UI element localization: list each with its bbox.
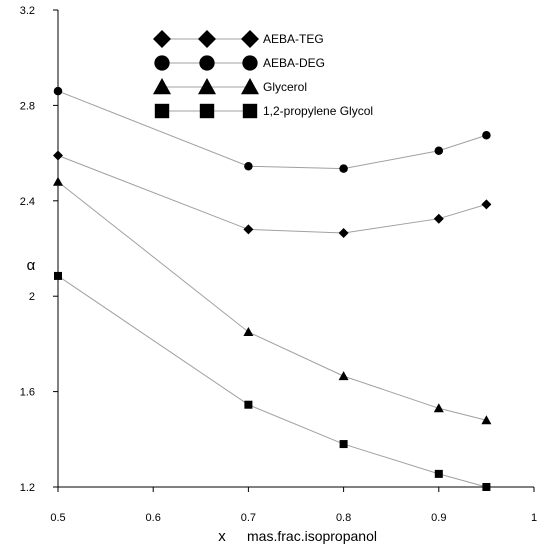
y-tick-label: 1.6 <box>20 387 35 399</box>
data-point-square <box>434 469 443 478</box>
y-tick-label: 2.4 <box>20 196 35 208</box>
data-point-diamond <box>53 150 63 161</box>
y-tick-label: 2 <box>29 291 35 303</box>
y-tick-label: 3.2 <box>20 5 35 17</box>
series-line-square <box>57 275 487 488</box>
data-point-diamond <box>481 199 492 210</box>
series-lines <box>57 90 487 488</box>
data-point-diamond <box>338 227 349 238</box>
data-point-triangle <box>433 403 444 413</box>
y-tick-label: 2.8 <box>20 100 35 112</box>
x-tick-label: 0.7 <box>241 512 256 524</box>
data-point-triangle <box>481 415 492 425</box>
data-point-circle <box>434 146 444 155</box>
series-markers <box>53 86 492 491</box>
y-axis-title: α <box>27 257 36 274</box>
legend: AEBA-TEG AEBA-DEG Glycerol 1,2-propylene Gl… <box>153 30 373 119</box>
data-point-circle <box>53 86 63 96</box>
data-point-circle <box>244 161 253 171</box>
data-point-triangle <box>338 371 349 381</box>
legend-label: 1,2-propylene Glycol <box>263 104 373 118</box>
legend-marker-square <box>199 103 215 119</box>
legend-marker-square <box>154 103 170 119</box>
legend-label: Glycerol <box>263 80 307 94</box>
data-point-square <box>54 271 62 280</box>
legend-label: AEBA-TEG <box>263 32 324 46</box>
y-axis: 1.2 1.6 2 2.4 2.8 3.2 <box>20 5 58 494</box>
x-axis-title: mas.frac.isopropanol <box>247 528 377 544</box>
data-point-square <box>339 440 348 449</box>
series-line-triangle <box>57 181 487 421</box>
legend-marker-diamond <box>198 30 216 48</box>
data-point-square <box>244 400 253 409</box>
legend-marker-diamond <box>241 30 259 48</box>
y-tick-label: 1.2 <box>20 482 35 494</box>
legend-marker-triangle <box>153 78 171 95</box>
x-axis-title-symbol: x <box>218 528 226 545</box>
legend-marker-square <box>242 103 258 119</box>
data-point-circle <box>482 130 491 140</box>
x-tick-label: 1 <box>531 512 537 524</box>
data-point-square <box>482 483 491 491</box>
data-point-diamond <box>243 224 254 235</box>
x-axis: 0.5 0.6 0.7 0.8 0.9 1 <box>50 487 537 524</box>
x-tick-label: 0.6 <box>146 512 161 524</box>
x-tick-label: 0.8 <box>336 512 351 524</box>
data-point-diamond <box>433 213 444 224</box>
x-tick-label: 0.5 <box>50 512 65 524</box>
legend-marker-triangle <box>241 78 259 95</box>
series-line-circle <box>57 90 487 170</box>
legend-marker-circle <box>242 55 258 71</box>
legend-marker-circle <box>199 55 215 71</box>
x-tick-label: 0.9 <box>431 512 446 524</box>
legend-label: AEBA-DEG <box>263 56 325 70</box>
legend-marker-circle <box>154 55 170 71</box>
legend-marker-diamond <box>153 30 171 48</box>
data-point-triangle <box>243 326 254 336</box>
legend-marker-triangle <box>198 78 216 95</box>
data-point-triangle <box>53 176 63 186</box>
data-point-circle <box>339 164 348 173</box>
